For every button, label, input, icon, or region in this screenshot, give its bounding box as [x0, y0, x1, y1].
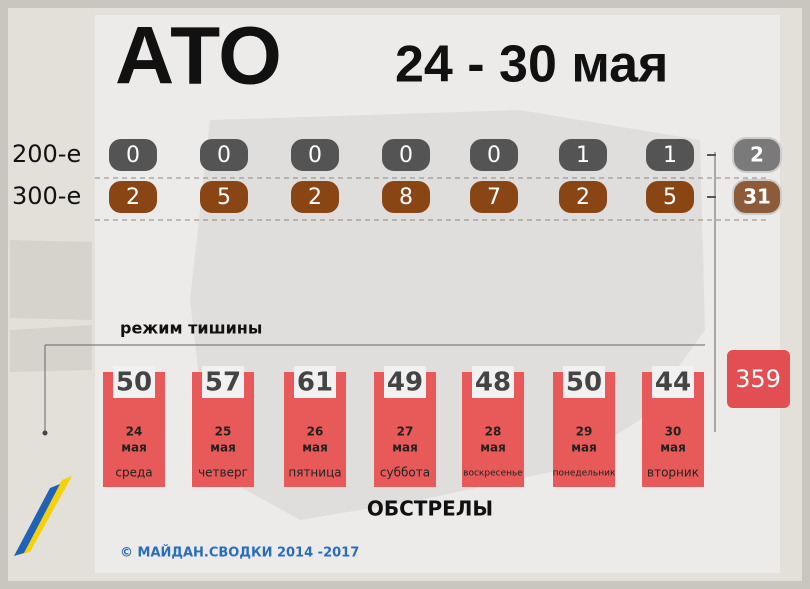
connector-dot — [42, 430, 48, 436]
total-pill — [732, 179, 782, 215]
count-pill — [109, 139, 157, 171]
day-month: мая — [480, 441, 506, 455]
day-number: 24 — [126, 425, 143, 439]
count-pill — [382, 139, 430, 171]
count-pill — [200, 181, 248, 213]
value-tab — [563, 366, 605, 398]
day-month: мая — [302, 441, 328, 455]
day-number: 27 — [397, 425, 414, 439]
shelling-label: ОБСТРЕЛЫ — [367, 497, 493, 521]
count-value: 2 — [126, 185, 140, 210]
count-value: 8 — [399, 185, 413, 210]
value-tab — [384, 366, 426, 398]
shelling-value: 57 — [205, 368, 241, 398]
value-tab — [652, 366, 694, 398]
count-value: 0 — [399, 143, 413, 168]
count-pill — [470, 139, 518, 171]
logo-blue — [14, 484, 60, 556]
count-pill — [291, 139, 339, 171]
count-pill — [559, 139, 607, 171]
weekday: четверг — [198, 466, 248, 480]
footer: © МАЙДАН.СВОДКИ 2014 -2017 — [120, 545, 359, 561]
total-pill — [732, 137, 782, 173]
day-month: мая — [392, 441, 418, 455]
period: 24 - 30 мая — [395, 36, 668, 94]
value-tab — [202, 366, 244, 398]
count-value: 0 — [126, 143, 140, 168]
count-value: 0 — [217, 143, 231, 168]
weekday: среда — [115, 466, 152, 480]
count-pill — [646, 181, 694, 213]
shelling-value: 50 — [116, 368, 152, 398]
shelling-value: 61 — [297, 368, 333, 398]
count-pill — [109, 181, 157, 213]
ceasefire-label: режим тишины — [120, 319, 262, 338]
shelling-total-box — [727, 350, 790, 408]
weekday: суббота — [380, 466, 430, 480]
day-number: 28 — [485, 425, 502, 439]
day-month: мая — [121, 441, 147, 455]
weekday: вторник — [647, 466, 699, 480]
day-number: 26 — [307, 425, 324, 439]
count-pill — [291, 181, 339, 213]
row-label: 300-е — [12, 182, 81, 210]
count-value: 0 — [487, 143, 501, 168]
weekday: воскресенье — [463, 469, 523, 479]
shelling-value: 49 — [387, 368, 423, 398]
count-pill — [470, 181, 518, 213]
value-tab — [472, 366, 514, 398]
count-value: 1 — [576, 143, 590, 168]
count-pill — [200, 139, 248, 171]
total-value: 2 — [750, 143, 764, 167]
frame-pieces — [10, 240, 92, 372]
shelling-value: 48 — [475, 368, 511, 398]
logo — [14, 476, 72, 556]
shelling-value: 50 — [566, 368, 602, 398]
total-value: 31 — [743, 185, 771, 209]
count-pill — [646, 139, 694, 171]
count-pill — [382, 181, 430, 213]
count-value: 0 — [308, 143, 322, 168]
day-month: мая — [571, 441, 597, 455]
count-value: 2 — [576, 185, 590, 210]
weekday: понедельник — [553, 469, 616, 479]
count-pill — [559, 181, 607, 213]
value-tab — [294, 366, 336, 398]
day-number: 29 — [576, 425, 593, 439]
shelling-value: 44 — [655, 368, 691, 398]
day-number: 25 — [215, 425, 232, 439]
day-number: 30 — [665, 425, 682, 439]
title: АТО — [115, 11, 282, 102]
day-month: мая — [660, 441, 686, 455]
count-value: 1 — [663, 143, 677, 168]
count-value: 2 — [308, 185, 322, 210]
count-value: 5 — [217, 185, 231, 210]
row-label: 200-е — [12, 140, 81, 168]
day-month: мая — [210, 441, 236, 455]
shelling-total: 359 — [735, 365, 781, 393]
count-value: 5 — [663, 185, 677, 210]
count-value: 7 — [487, 185, 501, 210]
value-tab — [113, 366, 155, 398]
weekday: пятница — [288, 466, 341, 480]
